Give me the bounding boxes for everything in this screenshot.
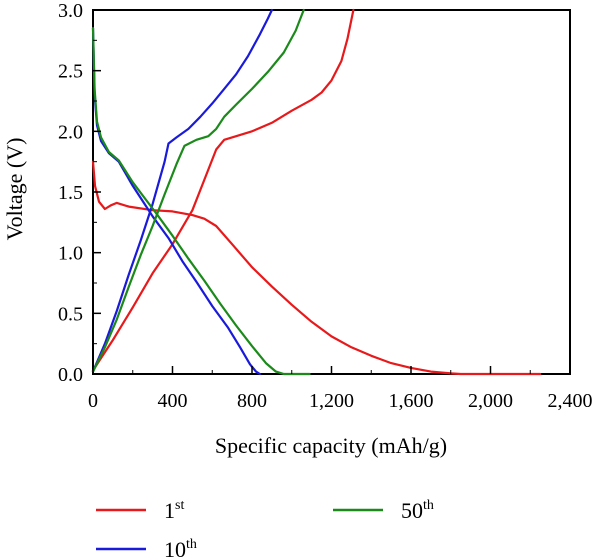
x-tick-label: 2,000: [468, 390, 513, 412]
y-tick-label: 0.5: [58, 303, 83, 325]
x-axis: 0 400 800 1,200 1,600 2,000 2,400: [88, 366, 593, 412]
y-axis: 0.0 0.5 1.0 1.5 2.0 2.5 3.0: [58, 0, 101, 386]
series-10th-charge-line: [91, 8, 273, 373]
curves: [91, 8, 542, 376]
legend-label-50th: 50th: [401, 498, 434, 523]
y-axis-title: Voltage (V): [2, 138, 27, 241]
x-tick-label: 800: [237, 390, 267, 412]
x-tick-label: 1,600: [389, 390, 434, 412]
legend-label-1st: 1st: [164, 498, 184, 523]
legend: 1st 10th 50th: [96, 498, 434, 559]
x-tick-label: 2,400: [548, 390, 593, 412]
series-50th-charge-line: [91, 8, 305, 373]
y-tick-label: 2.0: [58, 121, 83, 143]
x-tick-label: 1,200: [309, 390, 354, 412]
y-tick-label: 1.0: [58, 243, 83, 265]
y-tick-label: 1.5: [58, 182, 83, 204]
x-axis-title: Specific capacity (mAh/g): [215, 433, 447, 458]
series-1st-charge-line: [91, 8, 355, 372]
x-tick-label: 0: [88, 390, 98, 412]
series-50th-discharge-line: [91, 27, 311, 376]
legend-label-10th: 10th: [164, 537, 197, 559]
x-tick-label: 400: [158, 390, 188, 412]
y-tick-label: 0.0: [58, 364, 83, 386]
y-tick-label: 2.5: [58, 61, 83, 83]
series-1st-discharge-line: [91, 160, 542, 376]
y-tick-label: 3.0: [58, 0, 83, 22]
